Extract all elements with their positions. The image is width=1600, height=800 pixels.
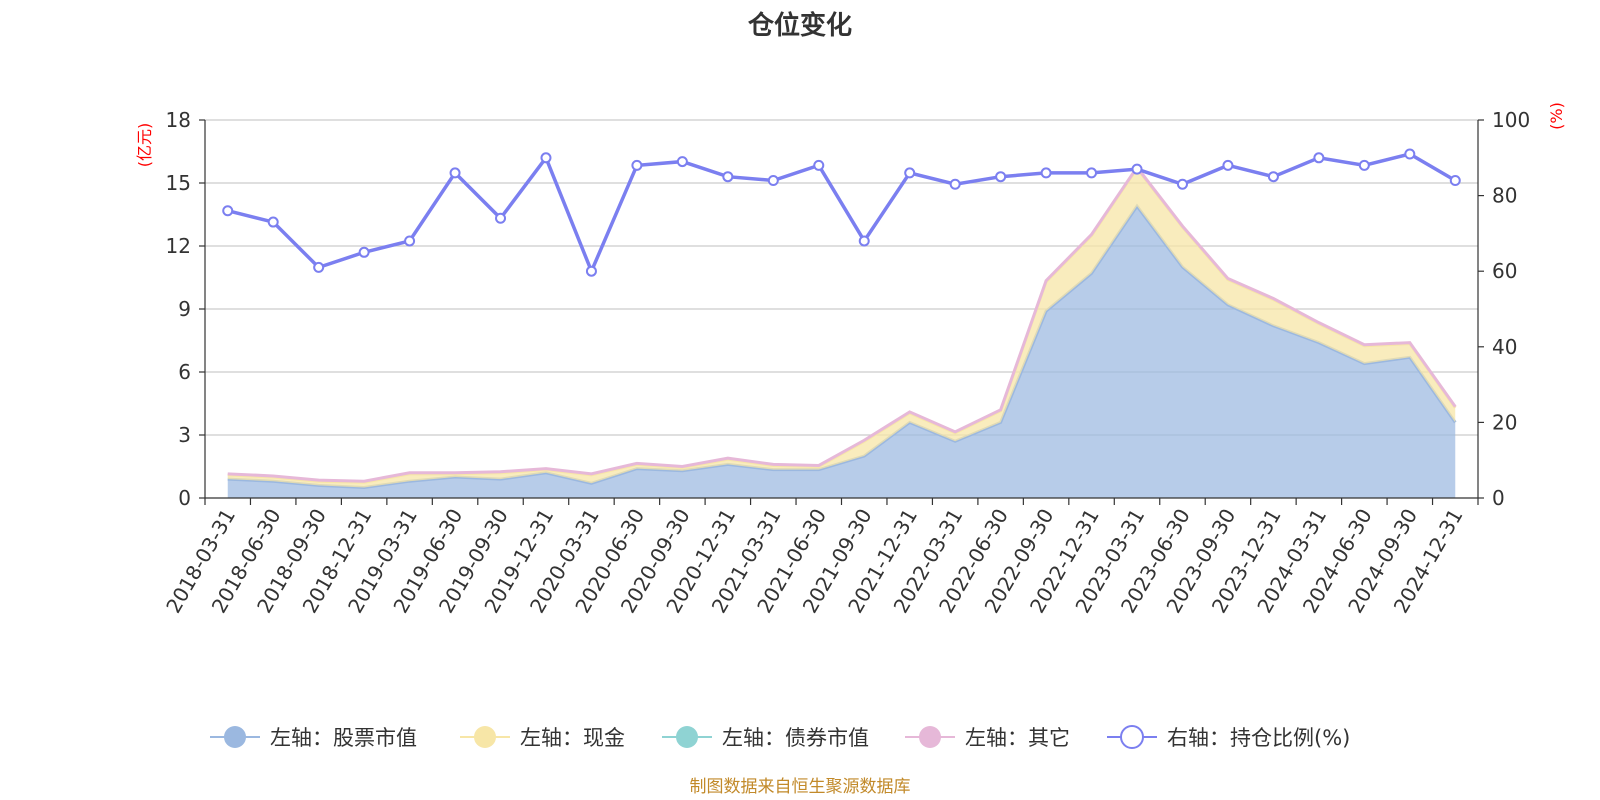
left-tick-label: 9 bbox=[178, 297, 191, 321]
legend-label: 右轴：持仓比例(%) bbox=[1167, 726, 1350, 750]
left-axis-unit: (亿元) bbox=[135, 123, 154, 168]
ratio-point bbox=[449, 167, 461, 179]
ratio-point bbox=[1222, 159, 1234, 171]
ratio-point bbox=[1267, 171, 1279, 183]
data-source-footer: 制图数据来自恒生聚源数据库 bbox=[690, 777, 911, 797]
ratio-point bbox=[676, 156, 688, 168]
ratio-line-series bbox=[222, 148, 1461, 277]
ratio-point bbox=[267, 216, 279, 228]
legend-label: 左轴：债券市值 bbox=[722, 726, 869, 750]
legend-marker bbox=[919, 726, 941, 748]
ratio-point bbox=[1358, 159, 1370, 171]
legend-item: 左轴：其它 bbox=[905, 726, 1070, 750]
legend-item: 右轴：持仓比例(%) bbox=[1107, 725, 1350, 750]
legend-marker bbox=[1120, 725, 1144, 749]
legend-label: 左轴：股票市值 bbox=[270, 726, 417, 750]
ratio-point bbox=[767, 174, 779, 186]
ratio-point bbox=[722, 171, 734, 183]
ratio-point bbox=[358, 246, 370, 258]
legend-label: 左轴：其它 bbox=[965, 726, 1070, 750]
ratio-point bbox=[1449, 174, 1461, 186]
right-tick-label: 0 bbox=[1492, 486, 1505, 510]
legend-item: 左轴：债券市值 bbox=[662, 726, 869, 750]
ratio-point bbox=[540, 152, 552, 164]
ratio-point bbox=[995, 171, 1007, 183]
right-tick-label: 80 bbox=[1492, 184, 1517, 208]
ratio-point bbox=[631, 159, 643, 171]
ratio-point bbox=[313, 261, 325, 273]
ratio-line bbox=[227, 152, 1457, 276]
ratio-point bbox=[949, 178, 961, 190]
legend-label: 左轴：现金 bbox=[520, 726, 625, 750]
area-series-3-edge bbox=[227, 164, 1457, 483]
legend-item: 左轴：现金 bbox=[460, 726, 625, 750]
legend-marker bbox=[676, 726, 698, 748]
area-series-0 bbox=[227, 206, 1456, 498]
ratio-point bbox=[1313, 152, 1325, 164]
ratio-point bbox=[1131, 163, 1143, 175]
legend-marker bbox=[224, 726, 246, 748]
left-tick-label: 6 bbox=[178, 360, 191, 384]
left-tick-label: 12 bbox=[166, 234, 191, 258]
right-tick-label: 60 bbox=[1492, 259, 1517, 283]
ratio-point bbox=[1086, 167, 1098, 179]
right-tick-label: 40 bbox=[1492, 335, 1517, 359]
right-axis-unit: (%) bbox=[1547, 102, 1566, 130]
ratio-point bbox=[1404, 148, 1416, 160]
ratio-point bbox=[222, 205, 234, 217]
right-tick-label: 20 bbox=[1492, 410, 1517, 434]
right-tick-label: 100 bbox=[1492, 108, 1530, 132]
ratio-point bbox=[404, 235, 416, 247]
left-tick-label: 0 bbox=[178, 486, 191, 510]
ratio-point bbox=[495, 212, 507, 224]
left-tick-label: 3 bbox=[178, 423, 191, 447]
left-tick-label: 15 bbox=[166, 171, 191, 195]
legend-item: 左轴：股票市值 bbox=[210, 726, 417, 750]
ratio-point bbox=[813, 159, 825, 171]
ratio-point bbox=[1176, 178, 1188, 190]
legend-marker bbox=[474, 726, 496, 748]
ratio-point bbox=[585, 265, 597, 277]
chart-title: 仓位变化 bbox=[747, 10, 852, 41]
left-tick-label: 18 bbox=[166, 108, 191, 132]
legend: 左轴：股票市值 左轴：现金 左轴：债券市值 左轴：其它 右轴：持仓比例(%) bbox=[210, 725, 1350, 750]
ratio-point bbox=[858, 235, 870, 247]
ratio-point bbox=[1040, 167, 1052, 179]
ratio-point bbox=[904, 167, 916, 179]
stacked-areas bbox=[227, 164, 1457, 498]
